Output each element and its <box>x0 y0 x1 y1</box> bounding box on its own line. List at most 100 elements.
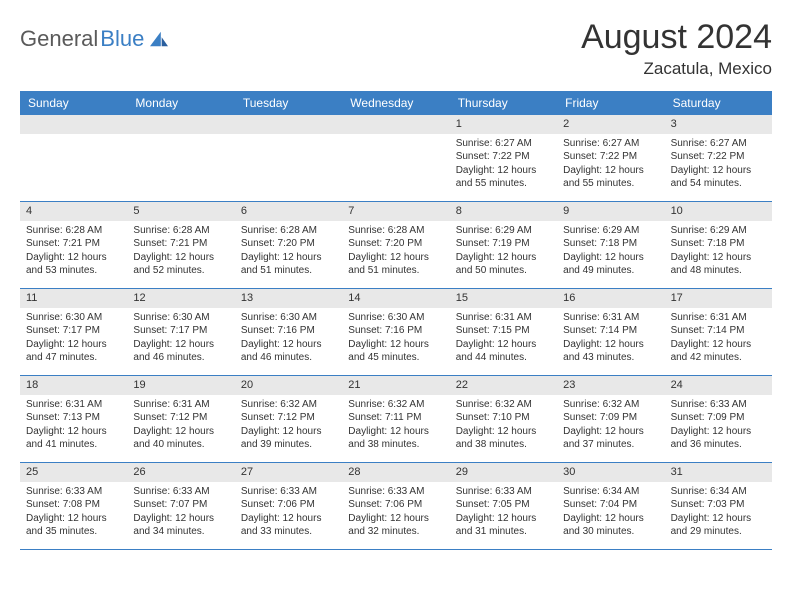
day-details: Sunrise: 6:32 AMSunset: 7:12 PMDaylight:… <box>235 395 342 458</box>
calendar-cell: 23Sunrise: 6:32 AMSunset: 7:09 PMDayligh… <box>557 376 664 462</box>
sunset-text: Sunset: 7:06 PM <box>348 498 443 512</box>
sunset-text: Sunset: 7:05 PM <box>456 498 551 512</box>
day-details: Sunrise: 6:32 AMSunset: 7:10 PMDaylight:… <box>450 395 557 458</box>
sunrise-text: Sunrise: 6:31 AM <box>26 398 121 412</box>
sunset-text: Sunset: 7:17 PM <box>26 324 121 338</box>
daylight-text: Daylight: 12 hours and 48 minutes. <box>671 251 766 278</box>
sunrise-text: Sunrise: 6:33 AM <box>133 485 228 499</box>
sunset-text: Sunset: 7:07 PM <box>133 498 228 512</box>
day-number: 22 <box>450 376 557 395</box>
calendar-cell: 14Sunrise: 6:30 AMSunset: 7:16 PMDayligh… <box>342 289 449 375</box>
daylight-text: Daylight: 12 hours and 33 minutes. <box>241 512 336 539</box>
day-number: 5 <box>127 202 234 221</box>
brand-name-part1: General <box>20 26 98 52</box>
sunset-text: Sunset: 7:06 PM <box>241 498 336 512</box>
day-number: 27 <box>235 463 342 482</box>
sunrise-text: Sunrise: 6:33 AM <box>26 485 121 499</box>
day-details: Sunrise: 6:29 AMSunset: 7:18 PMDaylight:… <box>665 221 772 284</box>
sunset-text: Sunset: 7:18 PM <box>671 237 766 251</box>
day-details: Sunrise: 6:33 AMSunset: 7:07 PMDaylight:… <box>127 482 234 545</box>
day-details: Sunrise: 6:31 AMSunset: 7:14 PMDaylight:… <box>665 308 772 371</box>
day-number: 20 <box>235 376 342 395</box>
day-details: Sunrise: 6:31 AMSunset: 7:14 PMDaylight:… <box>557 308 664 371</box>
calendar-cell: 3Sunrise: 6:27 AMSunset: 7:22 PMDaylight… <box>665 115 772 201</box>
daylight-text: Daylight: 12 hours and 43 minutes. <box>563 338 658 365</box>
calendar-week: 11Sunrise: 6:30 AMSunset: 7:17 PMDayligh… <box>20 289 772 376</box>
day-details: Sunrise: 6:27 AMSunset: 7:22 PMDaylight:… <box>665 134 772 197</box>
day-details: Sunrise: 6:28 AMSunset: 7:20 PMDaylight:… <box>235 221 342 284</box>
sunset-text: Sunset: 7:20 PM <box>348 237 443 251</box>
sunrise-text: Sunrise: 6:27 AM <box>563 137 658 151</box>
day-number: 6 <box>235 202 342 221</box>
sunset-text: Sunset: 7:19 PM <box>456 237 551 251</box>
day-number: 29 <box>450 463 557 482</box>
calendar-cell: 12Sunrise: 6:30 AMSunset: 7:17 PMDayligh… <box>127 289 234 375</box>
day-number: 31 <box>665 463 772 482</box>
calendar-cell: 15Sunrise: 6:31 AMSunset: 7:15 PMDayligh… <box>450 289 557 375</box>
sunrise-text: Sunrise: 6:31 AM <box>671 311 766 325</box>
day-details: Sunrise: 6:28 AMSunset: 7:21 PMDaylight:… <box>20 221 127 284</box>
daylight-text: Daylight: 12 hours and 31 minutes. <box>456 512 551 539</box>
sunrise-text: Sunrise: 6:32 AM <box>456 398 551 412</box>
calendar-cell: 17Sunrise: 6:31 AMSunset: 7:14 PMDayligh… <box>665 289 772 375</box>
calendar-cell: 7Sunrise: 6:28 AMSunset: 7:20 PMDaylight… <box>342 202 449 288</box>
sunset-text: Sunset: 7:03 PM <box>671 498 766 512</box>
sunset-text: Sunset: 7:09 PM <box>671 411 766 425</box>
day-details: Sunrise: 6:30 AMSunset: 7:16 PMDaylight:… <box>342 308 449 371</box>
daylight-text: Daylight: 12 hours and 50 minutes. <box>456 251 551 278</box>
sunset-text: Sunset: 7:15 PM <box>456 324 551 338</box>
day-details: Sunrise: 6:29 AMSunset: 7:19 PMDaylight:… <box>450 221 557 284</box>
sunrise-text: Sunrise: 6:31 AM <box>133 398 228 412</box>
daylight-text: Daylight: 12 hours and 46 minutes. <box>133 338 228 365</box>
daylight-text: Daylight: 12 hours and 55 minutes. <box>456 164 551 191</box>
day-number: 26 <box>127 463 234 482</box>
day-number: 23 <box>557 376 664 395</box>
sunset-text: Sunset: 7:20 PM <box>241 237 336 251</box>
daylight-text: Daylight: 12 hours and 44 minutes. <box>456 338 551 365</box>
weekday-monday: Monday <box>127 91 234 115</box>
day-number: 10 <box>665 202 772 221</box>
weekday-thursday: Thursday <box>450 91 557 115</box>
calendar-week: 18Sunrise: 6:31 AMSunset: 7:13 PMDayligh… <box>20 376 772 463</box>
calendar-cell: 16Sunrise: 6:31 AMSunset: 7:14 PMDayligh… <box>557 289 664 375</box>
daylight-text: Daylight: 12 hours and 38 minutes. <box>348 425 443 452</box>
daylight-text: Daylight: 12 hours and 39 minutes. <box>241 425 336 452</box>
weekday-tuesday: Tuesday <box>235 91 342 115</box>
weekday-header-row: Sunday Monday Tuesday Wednesday Thursday… <box>20 91 772 115</box>
calendar-cell: 21Sunrise: 6:32 AMSunset: 7:11 PMDayligh… <box>342 376 449 462</box>
calendar-week: 1Sunrise: 6:27 AMSunset: 7:22 PMDaylight… <box>20 115 772 202</box>
calendar-cell: 24Sunrise: 6:33 AMSunset: 7:09 PMDayligh… <box>665 376 772 462</box>
calendar-week: 4Sunrise: 6:28 AMSunset: 7:21 PMDaylight… <box>20 202 772 289</box>
daylight-text: Daylight: 12 hours and 40 minutes. <box>133 425 228 452</box>
day-details: Sunrise: 6:34 AMSunset: 7:04 PMDaylight:… <box>557 482 664 545</box>
sunrise-text: Sunrise: 6:30 AM <box>133 311 228 325</box>
page-header: GeneralBlue August 2024 Zacatula, Mexico <box>20 18 772 79</box>
day-details: Sunrise: 6:33 AMSunset: 7:06 PMDaylight:… <box>342 482 449 545</box>
day-details: Sunrise: 6:32 AMSunset: 7:09 PMDaylight:… <box>557 395 664 458</box>
day-number <box>20 115 127 134</box>
day-number: 12 <box>127 289 234 308</box>
calendar-cell: 1Sunrise: 6:27 AMSunset: 7:22 PMDaylight… <box>450 115 557 201</box>
day-number: 19 <box>127 376 234 395</box>
calendar-cell: 2Sunrise: 6:27 AMSunset: 7:22 PMDaylight… <box>557 115 664 201</box>
month-title: August 2024 <box>581 18 772 57</box>
sunset-text: Sunset: 7:13 PM <box>26 411 121 425</box>
daylight-text: Daylight: 12 hours and 42 minutes. <box>671 338 766 365</box>
day-details: Sunrise: 6:33 AMSunset: 7:05 PMDaylight:… <box>450 482 557 545</box>
sunset-text: Sunset: 7:21 PM <box>26 237 121 251</box>
daylight-text: Daylight: 12 hours and 37 minutes. <box>563 425 658 452</box>
weekday-friday: Friday <box>557 91 664 115</box>
day-number: 2 <box>557 115 664 134</box>
calendar-cell: 28Sunrise: 6:33 AMSunset: 7:06 PMDayligh… <box>342 463 449 549</box>
day-details: Sunrise: 6:33 AMSunset: 7:08 PMDaylight:… <box>20 482 127 545</box>
weekday-wednesday: Wednesday <box>342 91 449 115</box>
sunrise-text: Sunrise: 6:30 AM <box>348 311 443 325</box>
daylight-text: Daylight: 12 hours and 51 minutes. <box>241 251 336 278</box>
sunrise-text: Sunrise: 6:33 AM <box>456 485 551 499</box>
calendar-cell: 22Sunrise: 6:32 AMSunset: 7:10 PMDayligh… <box>450 376 557 462</box>
calendar-cell <box>20 115 127 201</box>
calendar-cell: 19Sunrise: 6:31 AMSunset: 7:12 PMDayligh… <box>127 376 234 462</box>
daylight-text: Daylight: 12 hours and 38 minutes. <box>456 425 551 452</box>
calendar-cell: 5Sunrise: 6:28 AMSunset: 7:21 PMDaylight… <box>127 202 234 288</box>
sunrise-text: Sunrise: 6:34 AM <box>671 485 766 499</box>
